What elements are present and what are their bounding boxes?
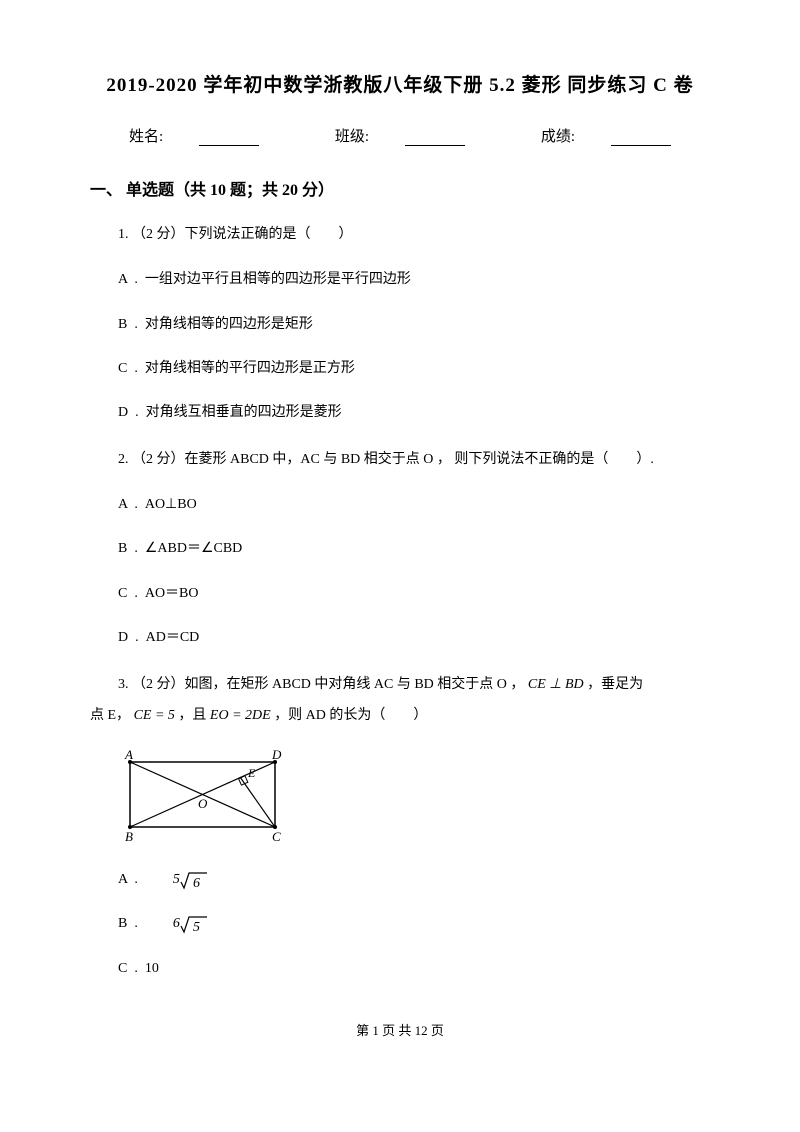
svg-text:A: A — [124, 750, 133, 762]
name-label: 姓名: — [111, 129, 277, 145]
q2-opt-d: D . AD＝CD — [90, 627, 710, 649]
page-title: 2019-2020 学年初中数学浙教版八年级下册 5.2 菱形 同步练习 C 卷 — [90, 70, 710, 97]
q1-stem: 1. （2 分）下列说法正确的是（ ） — [90, 222, 710, 247]
svg-text:C: C — [272, 829, 281, 844]
svg-text:5: 5 — [193, 920, 200, 934]
q1-opt-d: D . 对角线互相垂直的四边形是菱形 — [90, 402, 710, 424]
q3-expr3: EO = 2DE — [210, 708, 271, 723]
q1-opt-a: A . 一组对边平行且相等的四边形是平行四边形 — [90, 269, 710, 291]
q2-opt-c: C . AO＝BO — [90, 583, 710, 605]
class-label: 班级: — [317, 129, 483, 145]
svg-text:6: 6 — [193, 876, 200, 890]
score-blank — [611, 131, 671, 146]
q3-opt-a: A . 56 — [90, 869, 710, 891]
name-blank — [199, 131, 259, 146]
q3-expr1: CE ⊥ BD — [528, 677, 584, 692]
q3-stem-line2: 点 E， CE = 5 ，且 EO = 2DE ，则 AD 的长为（ ） — [90, 703, 710, 728]
svg-text:B: B — [125, 829, 133, 844]
q3-stem-line1: 3. （2 分）如图，在矩形 ABCD 中对角线 AC 与 BD 相交于点 O … — [90, 672, 710, 697]
q1-opt-c: C . 对角线相等的平行四边形是正方形 — [90, 358, 710, 380]
student-info-row: 姓名: 班级: 成绩: — [90, 125, 710, 146]
svg-text:E: E — [247, 766, 256, 780]
q2-stem: 2. （2 分）在菱形 ABCD 中，AC 与 BD 相交于点 O ， 则下列说… — [90, 447, 710, 472]
page-footer: 第 1 页 共 12 页 — [90, 1020, 710, 1039]
svg-text:D: D — [271, 750, 282, 762]
q3-opt-b: B . 65 — [90, 913, 710, 935]
q3-figure: A B C D E O — [120, 750, 710, 845]
q2-opt-a: A . AO⊥BO — [90, 494, 710, 516]
q3-expr2: CE = 5 — [134, 708, 175, 723]
score-label: 成绩: — [523, 129, 689, 145]
q2-opt-b: B . ∠ABD＝∠CBD — [90, 538, 710, 560]
svg-text:O: O — [198, 796, 208, 811]
class-blank — [405, 131, 465, 146]
q3-opt-c: C . 10 — [90, 958, 710, 980]
q1-opt-b: B . 对角线相等的四边形是矩形 — [90, 314, 710, 336]
section-header: 一、 单选题（共 10 题；共 20 分） — [90, 176, 710, 200]
